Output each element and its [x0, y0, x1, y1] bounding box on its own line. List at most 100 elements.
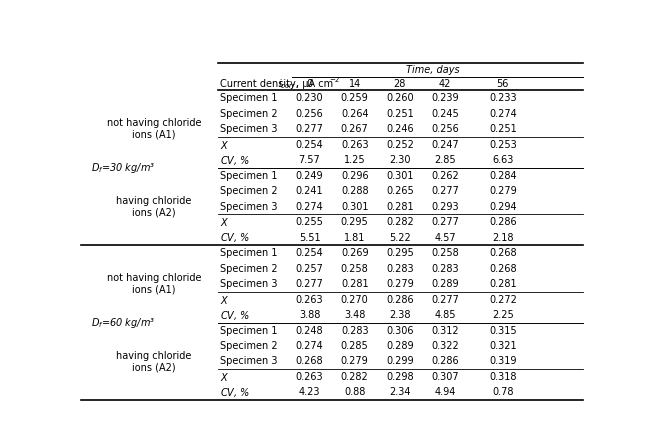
Text: 28: 28	[394, 79, 406, 89]
Text: 0.274: 0.274	[295, 202, 323, 212]
Text: 0.277: 0.277	[295, 124, 323, 134]
Text: 0.230: 0.230	[295, 93, 323, 103]
Text: 3.88: 3.88	[299, 310, 320, 320]
Text: 0.78: 0.78	[492, 388, 514, 397]
Text: Specimen 3: Specimen 3	[220, 279, 277, 289]
Text: not having chloride
ions (A1): not having chloride ions (A1)	[106, 118, 201, 140]
Text: 0.321: 0.321	[489, 341, 516, 351]
Text: 0.257: 0.257	[295, 263, 323, 274]
Text: Time, days: Time, days	[406, 65, 459, 75]
Text: 0.272: 0.272	[489, 294, 517, 305]
Text: 0.296: 0.296	[341, 171, 369, 181]
Text: 0.269: 0.269	[341, 248, 369, 258]
Text: 0.259: 0.259	[341, 93, 369, 103]
Text: 0.264: 0.264	[341, 109, 369, 119]
Text: Specimen 1: Specimen 1	[220, 325, 277, 335]
Text: Specimen 1: Specimen 1	[220, 171, 277, 181]
Text: 0.239: 0.239	[432, 93, 459, 103]
Text: 0.281: 0.281	[386, 202, 413, 212]
Text: 0.281: 0.281	[341, 279, 369, 289]
Text: 0.318: 0.318	[489, 372, 516, 382]
Text: 1.25: 1.25	[344, 155, 365, 165]
Text: 0.263: 0.263	[295, 294, 323, 305]
Text: 0.298: 0.298	[386, 372, 413, 382]
Text: 0.279: 0.279	[341, 357, 369, 366]
Text: 2.25: 2.25	[492, 310, 514, 320]
Text: 0.274: 0.274	[489, 109, 516, 119]
Text: 0.322: 0.322	[431, 341, 459, 351]
Text: $X$: $X$	[220, 371, 229, 383]
Text: $i_{corr}$: $i_{corr}$	[278, 77, 296, 91]
Text: Specimen 3: Specimen 3	[220, 357, 277, 366]
Text: 0.258: 0.258	[341, 263, 369, 274]
Text: 0.282: 0.282	[341, 372, 369, 382]
Text: 4.23: 4.23	[299, 388, 320, 397]
Text: 0.277: 0.277	[431, 294, 459, 305]
Text: 0.284: 0.284	[489, 171, 516, 181]
Text: , μA cm: , μA cm	[296, 79, 334, 89]
Text: 2.18: 2.18	[492, 232, 514, 243]
Text: having chloride
ions (A2): having chloride ions (A2)	[116, 196, 192, 217]
Text: 4.57: 4.57	[434, 232, 456, 243]
Text: Specimen 2: Specimen 2	[220, 341, 278, 351]
Text: 0.258: 0.258	[431, 248, 459, 258]
Text: 0.286: 0.286	[386, 294, 413, 305]
Text: having chloride
ions (A2): having chloride ions (A2)	[116, 351, 192, 372]
Text: 0.255: 0.255	[295, 217, 323, 227]
Text: 0.268: 0.268	[489, 263, 516, 274]
Text: Specimen 3: Specimen 3	[220, 124, 277, 134]
Text: 0.312: 0.312	[432, 325, 459, 335]
Text: 14: 14	[349, 79, 361, 89]
Text: Specimen 1: Specimen 1	[220, 248, 277, 258]
Text: 1.81: 1.81	[344, 232, 365, 243]
Text: 0.283: 0.283	[386, 263, 413, 274]
Text: 0.260: 0.260	[386, 93, 413, 103]
Text: $CV$, %: $CV$, %	[220, 231, 250, 244]
Text: 0.286: 0.286	[489, 217, 516, 227]
Text: Current density,: Current density,	[220, 79, 302, 89]
Text: 0.277: 0.277	[431, 186, 459, 196]
Text: 0.251: 0.251	[489, 124, 516, 134]
Text: 0.256: 0.256	[295, 109, 323, 119]
Text: 0.286: 0.286	[432, 357, 459, 366]
Text: 0.254: 0.254	[295, 248, 323, 258]
Text: 0.277: 0.277	[431, 217, 459, 227]
Text: 0.293: 0.293	[432, 202, 459, 212]
Text: $CV$, %: $CV$, %	[220, 309, 250, 321]
Text: 6.63: 6.63	[492, 155, 513, 165]
Text: 0.263: 0.263	[295, 372, 323, 382]
Text: 0.306: 0.306	[386, 325, 413, 335]
Text: Specimen 3: Specimen 3	[220, 202, 277, 212]
Text: 0.295: 0.295	[386, 248, 414, 258]
Text: 0.307: 0.307	[432, 372, 459, 382]
Text: 0.263: 0.263	[341, 140, 369, 150]
Text: 0.246: 0.246	[386, 124, 413, 134]
Text: 0.283: 0.283	[432, 263, 459, 274]
Text: 0.281: 0.281	[489, 279, 516, 289]
Text: $X$: $X$	[220, 216, 229, 228]
Text: 0.295: 0.295	[341, 217, 369, 227]
Text: 2.30: 2.30	[389, 155, 411, 165]
Text: 3.48: 3.48	[344, 310, 365, 320]
Text: 0.279: 0.279	[489, 186, 516, 196]
Text: 0.315: 0.315	[489, 325, 516, 335]
Text: 5.51: 5.51	[299, 232, 320, 243]
Text: 0.233: 0.233	[489, 93, 516, 103]
Text: 0.247: 0.247	[431, 140, 459, 150]
Text: 0.289: 0.289	[432, 279, 459, 289]
Text: 0.254: 0.254	[295, 140, 323, 150]
Text: Specimen 2: Specimen 2	[220, 109, 278, 119]
Text: 56: 56	[496, 79, 509, 89]
Text: 2.85: 2.85	[434, 155, 456, 165]
Text: 0.241: 0.241	[295, 186, 323, 196]
Text: 0.270: 0.270	[341, 294, 369, 305]
Text: 0.268: 0.268	[295, 357, 323, 366]
Text: 7.57: 7.57	[299, 155, 320, 165]
Text: −2: −2	[330, 77, 340, 83]
Text: 2.34: 2.34	[389, 388, 411, 397]
Text: 0.88: 0.88	[344, 388, 365, 397]
Text: 4.85: 4.85	[434, 310, 456, 320]
Text: $X$: $X$	[220, 293, 229, 305]
Text: $X$: $X$	[220, 139, 229, 151]
Text: 0.288: 0.288	[341, 186, 369, 196]
